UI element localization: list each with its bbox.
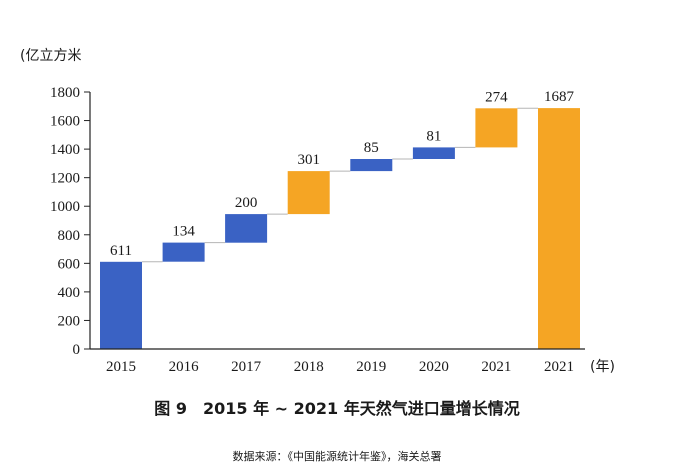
y-tick-label: 0 [73, 342, 81, 358]
bar-8-2021 [538, 108, 580, 349]
y-tick-label: 200 [58, 313, 81, 329]
y-axis-unit-label: (亿立方米 [20, 48, 81, 64]
figure-caption: 图 9 2015 年 ~ 2021 年天然气进口量增长情况 [154, 399, 519, 418]
bar-value-label: 274 [485, 89, 508, 105]
x-tick-label: 2017 [231, 359, 262, 375]
y-tick-label: 1600 [50, 114, 80, 130]
bar-4-2018 [287, 171, 330, 215]
bar-7-2021 [475, 108, 518, 148]
y-tick-label: 400 [58, 285, 81, 301]
x-tick-label: 2019 [356, 359, 386, 375]
y-tick-label: 1000 [50, 199, 80, 215]
bar-value-label: 611 [110, 243, 132, 259]
y-tick-label: 1200 [50, 171, 80, 187]
y-axis: 0 200 400 600 800 1000 1200 1400 1600 1800 [50, 85, 91, 358]
bar-value-label: 1687 [544, 89, 575, 105]
x-tick-label: 2021 [544, 359, 574, 375]
bar-2-2016 [162, 242, 205, 262]
bar-3-2017 [225, 214, 268, 243]
bar-value-label: 200 [235, 195, 258, 211]
bar-value-label: 134 [172, 224, 195, 240]
gridlines [142, 107, 538, 263]
bars: 611 134 200 301 85 81 274 1687 [100, 89, 580, 349]
x-tick-label: 2018 [294, 359, 324, 375]
bar-5-2019 [350, 159, 393, 172]
bar-value-label: 85 [364, 140, 379, 156]
y-tick-label: 800 [58, 228, 81, 244]
x-tick-label: 2015 [106, 359, 136, 375]
x-axis: 2015 2016 2017 2018 2019 2020 2021 2021 [90, 348, 585, 375]
bar-value-label: 81 [426, 128, 441, 144]
bar-value-label: 301 [297, 152, 320, 168]
y-tick-label: 1400 [50, 142, 80, 158]
bar-6-2020 [412, 147, 455, 159]
y-tick-label: 1800 [50, 85, 80, 101]
data-source-note: 数据来源：《中国能源统计年鉴》，海关总署 [233, 449, 442, 463]
x-axis-unit-label: (年) [590, 359, 615, 375]
x-tick-label: 2016 [169, 359, 200, 375]
y-tick-label: 600 [58, 256, 81, 272]
x-tick-label: 2021 [481, 359, 511, 375]
bar-1-2015 [100, 261, 142, 349]
x-tick-label: 2020 [419, 359, 449, 375]
